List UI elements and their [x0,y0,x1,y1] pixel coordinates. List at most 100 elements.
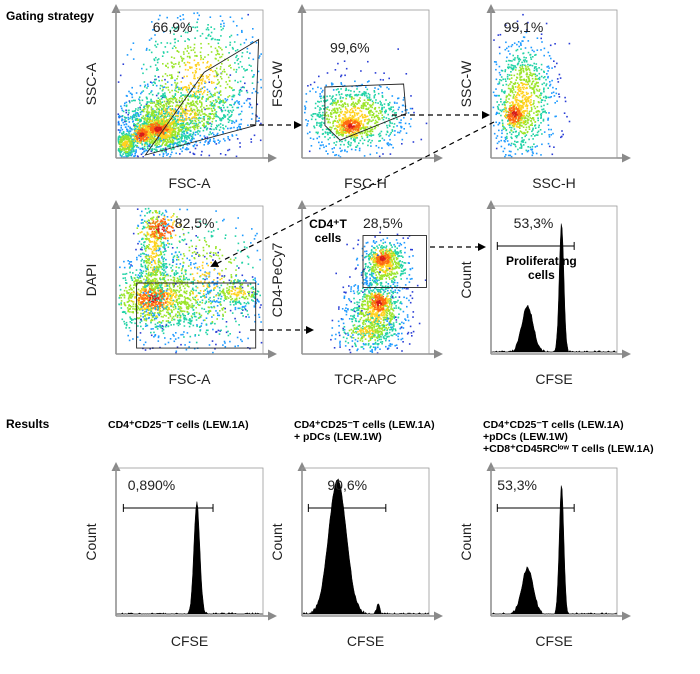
p1-event [205,105,208,107]
p1-event [140,137,142,140]
p1-event [189,113,192,115]
p1-event [133,137,136,139]
p1-event [208,74,211,76]
p1-event [163,134,166,137]
p1-event [181,113,183,116]
p1-event [140,136,143,139]
p1-event [121,136,123,139]
p1-event [172,143,175,146]
p1-event [124,120,126,123]
p2-event [318,125,321,127]
p3-event [526,150,529,153]
p3-event [512,143,515,145]
p3-event [543,90,545,93]
p1-event [129,152,131,154]
p2-event [334,101,336,104]
p1-event [172,125,175,127]
p1-event [208,78,210,81]
p3-event [517,99,520,102]
p1-event [204,81,207,84]
p1-event [135,113,137,116]
p1-event [162,138,165,141]
p2-event [365,101,367,104]
p2-event [353,120,356,122]
p1-event [128,146,130,149]
p1-event [139,127,141,129]
p1-event [149,142,152,144]
p1-event [170,77,172,80]
p1-event [149,117,151,119]
panels: FSC-ASSC-A66,9%FSC-HFSC-W99,6%SSC-HSSC-W… [83,4,654,649]
p1-event [204,80,206,83]
p3-event [534,135,536,137]
p1-event [179,123,182,125]
p3-event [510,64,513,66]
p1-event [150,109,153,111]
p2-event [342,104,345,106]
p3-event [519,69,522,71]
p1-event [135,135,137,138]
p1-event [165,132,167,134]
p3-event [553,95,556,97]
p3-event [537,77,540,80]
p1-event [177,75,179,78]
p2-event [341,117,344,119]
p3-event [540,99,543,101]
p3-event [521,132,524,135]
p2-event [321,121,323,124]
p1-event [181,97,184,100]
p1-event [163,52,165,54]
p1-event [171,136,174,139]
p2-event [323,104,325,107]
p2-event [347,89,350,92]
p3-event [523,61,526,63]
p1-event [210,64,212,67]
p2-event [325,150,327,152]
p3-event [493,94,496,97]
p1-event [147,111,149,113]
p1-event [159,113,161,116]
p1-event [236,54,238,57]
p3-event [498,129,500,132]
p1-event [163,31,165,33]
p1-event [152,153,155,156]
p2-event [347,128,349,130]
p1-event [196,109,199,112]
p1-event [220,29,223,31]
p1-event [173,111,176,113]
p2-event [371,114,373,116]
p1-event [254,90,257,93]
p3-event [516,86,519,89]
p3-event [554,43,556,45]
p1-event [143,150,146,152]
p1-event [147,137,150,139]
p1-event [125,101,128,104]
p1-event [162,51,165,53]
p1-event [117,149,120,151]
p1-event [177,144,180,146]
p3-event [528,69,531,71]
p1-event [172,123,175,126]
p2-event [343,119,345,122]
p1-event [211,104,213,107]
p1-event [184,40,186,42]
p1-event [159,149,162,152]
p1-event [121,115,124,117]
p1-event [179,142,181,144]
p3-event [530,56,532,59]
p1-event [208,154,211,157]
p1-event [135,132,137,135]
p2-event [367,92,370,95]
p1-event [238,94,241,96]
p1-event [231,46,234,49]
p2-event [356,137,358,139]
p3-event [547,96,549,99]
p3-event [518,132,520,134]
p1-event [201,138,203,140]
p2-event [342,113,345,116]
p2-event [350,122,353,125]
p3-event [514,69,517,71]
p1-event [213,28,216,30]
p2-event [384,112,387,114]
